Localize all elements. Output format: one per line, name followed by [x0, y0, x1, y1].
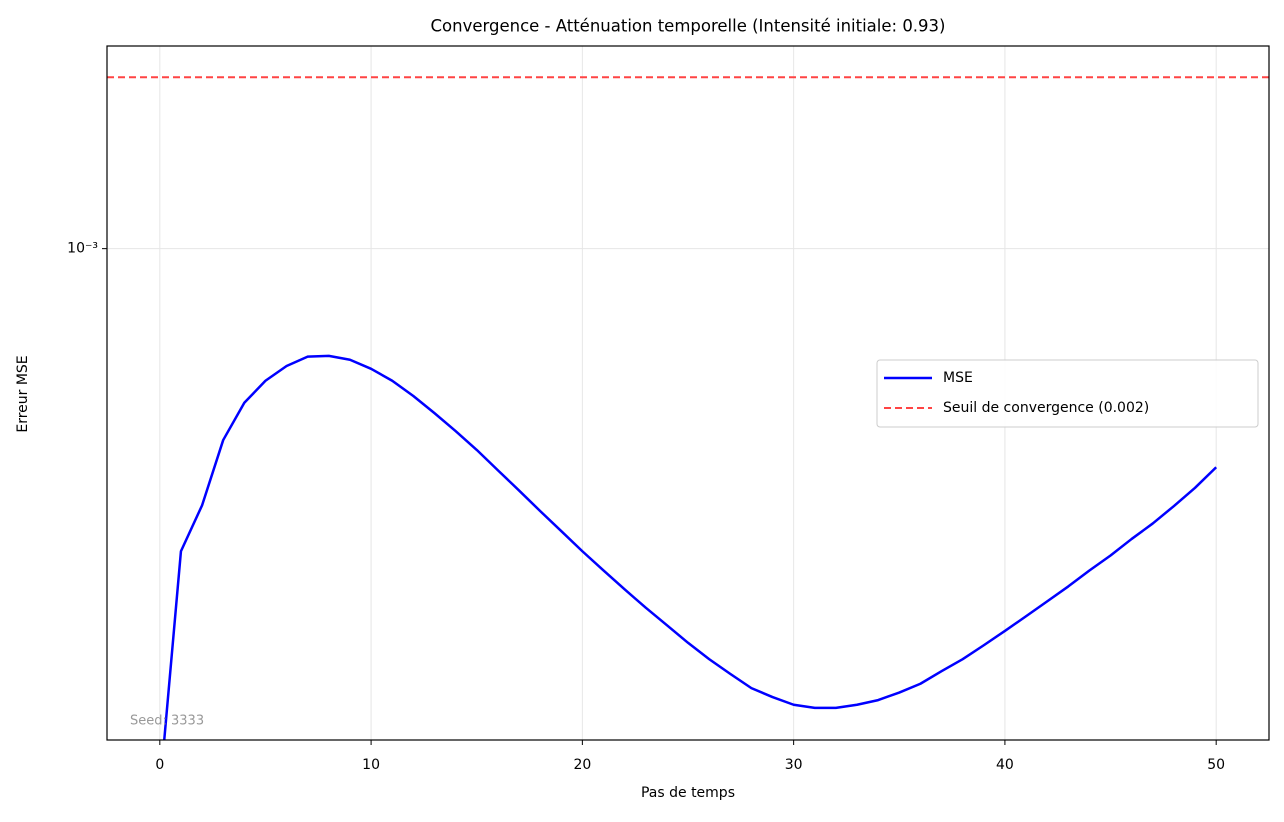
chart-title: Convergence - Atténuation temporelle (In… [431, 17, 946, 36]
data-line [162, 354, 1218, 740]
legend: MSE Seuil de convergence (0.002) [876, 359, 1259, 428]
x-axis-label: Pas de temps [641, 785, 735, 801]
annotation: Seed: 3333 [130, 714, 204, 729]
x-tick-label: 0 [155, 757, 164, 773]
x-tick-label: 10 [362, 757, 380, 773]
x-tick-label: 20 [573, 757, 591, 773]
x-tick-label: 40 [996, 757, 1014, 773]
legend-label: MSE [943, 370, 973, 386]
y-axis-label: Erreur MSE [15, 355, 31, 432]
legend-label: Seuil de convergence (0.002) [943, 400, 1149, 416]
legend-box [876, 359, 1259, 428]
axes-frame [106, 45, 1270, 741]
plot-area [107, 76, 1269, 740]
y-tick-label: 10⁻³ [67, 241, 98, 257]
x-tick-label: 30 [785, 757, 803, 773]
x-tick-label: 50 [1207, 757, 1225, 773]
axes: 0 10 20 30 40 50 10⁻³ [67, 241, 1225, 773]
